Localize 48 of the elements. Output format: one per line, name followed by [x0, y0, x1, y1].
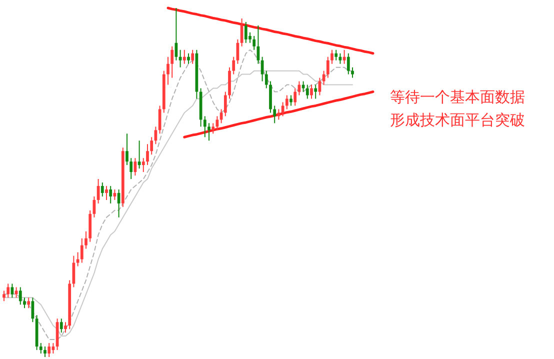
candlestick — [166, 56, 170, 86]
candlestick — [306, 84, 309, 100]
candlestick — [273, 105, 276, 124]
candlestick — [248, 32, 252, 44]
candlestick — [232, 56, 236, 75]
candlestick — [351, 66, 354, 78]
candlestick — [326, 56, 330, 78]
candlestick — [6, 283, 10, 298]
text: 形成技术面平台突破 — [390, 111, 525, 129]
candlestick — [170, 46, 174, 78]
candlestick — [290, 94, 292, 106]
candlestick — [2, 290, 6, 302]
candlestick — [130, 158, 133, 180]
text: 等待一个基本面数据 — [390, 88, 525, 106]
candlestick — [109, 185, 112, 204]
candlestick — [346, 52, 350, 75]
candlestick — [60, 318, 63, 334]
candlestick — [146, 144, 149, 166]
candlestick — [252, 35, 256, 50]
candlestick — [191, 49, 194, 64]
candlestick — [84, 230, 88, 250]
candlestick — [208, 122, 210, 142]
candlestick — [27, 297, 30, 309]
candlestick — [126, 133, 128, 166]
candlestick — [100, 182, 104, 197]
candlestick — [244, 21, 248, 44]
candlestick — [80, 238, 84, 264]
candlestick — [203, 116, 206, 138]
candlestick — [187, 52, 190, 64]
candlestick — [264, 70, 268, 89]
candlestick — [44, 346, 46, 358]
candlestick — [334, 49, 338, 61]
candlestick — [212, 122, 215, 134]
candlestick — [23, 297, 26, 309]
candlestick — [150, 136, 154, 156]
candlestick — [294, 88, 297, 106]
candlestick — [18, 286, 22, 306]
candlestick — [314, 84, 318, 100]
candlestick — [310, 84, 313, 100]
candlestick — [182, 49, 186, 64]
candlestick — [330, 49, 334, 64]
candlestick — [105, 185, 108, 200]
candlestick — [285, 94, 288, 110]
candlestick — [224, 91, 227, 117]
candlestick — [39, 342, 42, 354]
candlestick — [64, 322, 67, 334]
candlestick — [142, 158, 145, 173]
candlestick — [48, 342, 51, 358]
